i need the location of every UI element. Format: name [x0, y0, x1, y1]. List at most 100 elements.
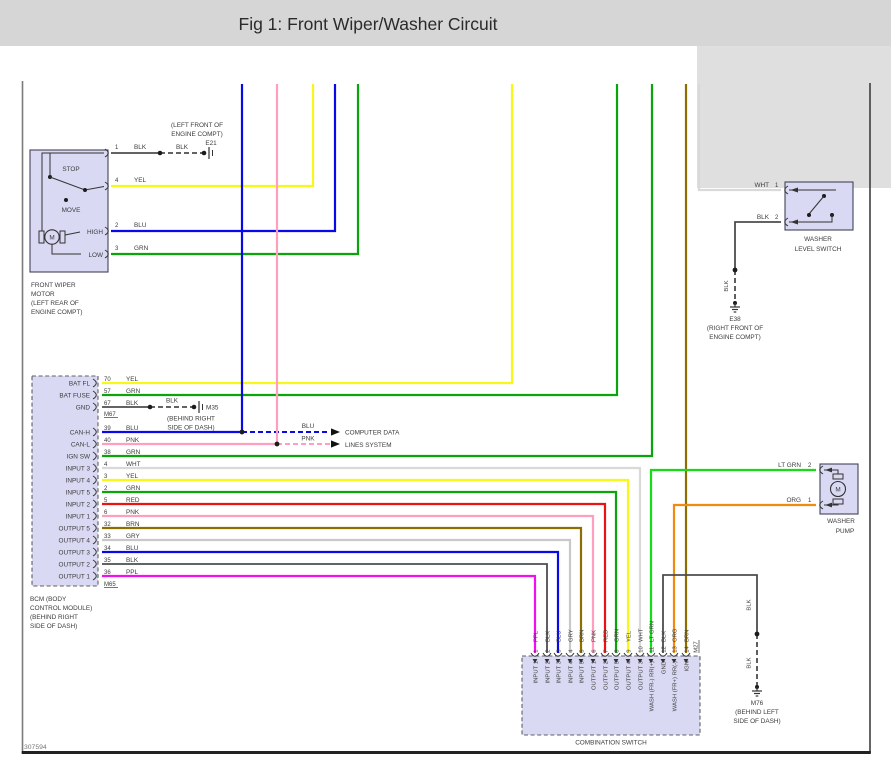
wire-motor-yel: [111, 84, 315, 188]
bcm-pin-label: CAN-L: [71, 441, 91, 448]
pump-caption-1: WASHER: [827, 518, 855, 525]
bcm-pin-num: 5: [104, 498, 108, 504]
bcm-caption-4: SIDE OF DASH): [30, 623, 77, 630]
motor-pin1-color: BLK: [134, 144, 147, 151]
e38-location-2: ENGINE COMPT): [709, 334, 760, 341]
motor-caption-4: ENGINE COMPT): [31, 309, 82, 316]
bcm-pin-num: 39: [104, 426, 111, 432]
can-arrow-icon: [331, 440, 340, 448]
pump-pin2-num: 2: [808, 463, 812, 469]
motor-m-symbol: M: [49, 235, 54, 242]
cs-wire-color: RED: [604, 630, 610, 642]
bcm-pin-label: INPUT 2: [66, 501, 91, 508]
e38-location-1: (RIGHT FRONT OF: [707, 325, 763, 332]
wire-batfl-yel: [102, 84, 514, 385]
cs-pin-num: 9: [627, 650, 633, 653]
bcm-pin-label: OUTPUT 5: [59, 525, 91, 532]
motor-pin3-color: GRN: [134, 245, 149, 252]
cs-pin-label: WASH (FR+) RR(-): [673, 661, 679, 711]
bcm-module: BAT FL BAT FUSE GND CAN-H CAN-L IGN SW I…: [30, 375, 141, 630]
pump-pin2-color: LT GRN: [778, 462, 801, 469]
cs-wire-color: BRN: [685, 630, 691, 642]
bcm-connector-m67: M67: [104, 412, 116, 418]
cs-pin-label: INPUT 1: [534, 661, 540, 683]
wls-pin1-num: 1: [775, 183, 779, 189]
bcm-pin-num: 34: [104, 546, 111, 552]
wire-output5-brn: [102, 526, 583, 653]
wire-output4-gry: [102, 538, 572, 653]
pump-caption-2: PUMP: [836, 528, 854, 535]
cs-wire-color: ORG: [673, 628, 679, 642]
wire-output1-ppl: [102, 574, 537, 653]
e38-ground: BLK E38 (RIGHT FRONT OF ENGINE COMPT): [707, 280, 763, 341]
cs-pin-label: INPUT 5: [580, 660, 586, 683]
cs-pin-num: 4: [569, 649, 575, 653]
cs-wire-color: BLU: [557, 631, 563, 642]
can-callout-line2: LINES SYSTEM: [345, 442, 392, 449]
wire-output3-blu: [102, 550, 560, 653]
cs-pin-num: 6: [592, 649, 598, 653]
wire-motor-blu: [111, 84, 337, 233]
bcm-pin-color: GRY: [126, 533, 140, 540]
wire-motor-grn: [111, 84, 360, 256]
bcm-pin-color: BLK: [126, 400, 139, 407]
bcm-pin-color: WHT: [126, 461, 141, 468]
cs-pin-label: IGN: [685, 661, 691, 671]
wire-input4-yel: [102, 478, 630, 653]
wire-input5-grn: [102, 490, 618, 653]
wire-input2-red: [102, 502, 607, 653]
wire-ignsw-grn: [102, 84, 654, 458]
bcm-pin-color: GRN: [126, 388, 141, 395]
bcm-pin-label: INPUT 1: [66, 513, 91, 520]
bcm-pin-num: 6: [104, 510, 108, 516]
bcm-pin-color: BRN: [126, 521, 140, 528]
bcm-pin-label: CAN-H: [70, 429, 91, 436]
bcm-pin-color: BLU: [126, 425, 139, 432]
wire-level-blk: [734, 221, 781, 270]
wire-batfuse-grn: [102, 84, 619, 397]
cs-pin-label: OUTPUT 3: [639, 660, 645, 690]
cs-pin-label: OUTPUT 2: [604, 661, 610, 690]
e21-label: E21: [205, 140, 217, 147]
masked-region: [697, 46, 891, 188]
cs-pin-label: INPUT 2: [546, 661, 552, 683]
motor-caption-1: FRONT WIPER: [31, 282, 76, 289]
bcm-pin-color: PNK: [126, 509, 140, 516]
cs-pin-label: WASH (FR-) RR(+): [650, 661, 656, 711]
title-band: Fig 1: Front Wiper/Washer Circuit: [0, 0, 891, 188]
motor-high-label: HIGH: [87, 229, 103, 236]
cs-wire-color: GRY: [569, 629, 575, 642]
cs-pin-label: INPUT 3: [557, 660, 563, 683]
m76-label: M76: [751, 700, 764, 707]
e21-connector: (LEFT FRONT OF ENGINE COMPT) E21 BLK: [171, 122, 223, 159]
m35-location-2: SIDE OF DASH): [167, 425, 214, 432]
cs-pin-num: 14: [685, 646, 691, 653]
bcm-pin-num: 36: [104, 570, 111, 576]
cs-wire-color: YEL: [627, 630, 633, 642]
wls-caption-2: LEVEL SWITCH: [795, 246, 842, 253]
bcm-pin-num: 70: [104, 377, 111, 383]
cs-pin-num: 1: [534, 650, 540, 653]
cs-pin-label: OUTPUT 4: [627, 660, 633, 690]
bcm-connector-m65: M65: [104, 582, 116, 588]
diagram-frame: 307594: [21, 81, 871, 754]
wire-output2-blk: [102, 563, 548, 653]
wire-wash-ltgrn: [649, 468, 816, 653]
bcm-pin-num: 32: [104, 522, 111, 528]
bcm-caption-3: (BEHIND RIGHT: [30, 614, 78, 621]
wls-caption-1: WASHER: [804, 236, 832, 243]
page-title: Fig 1: Front Wiper/Washer Circuit: [239, 14, 498, 34]
e38-label: E38: [729, 316, 741, 323]
washer-level-switch: WHT 1 BLK 2 WASHER LEVEL SWITCH: [754, 181, 854, 253]
cs-wire-color: PNK: [592, 630, 598, 642]
bcm-pin-color: PNK: [126, 437, 140, 444]
bcm-pin-color: YEL: [126, 376, 139, 383]
bcm-pin-color: GRN: [126, 449, 141, 456]
bcm-pin-label: BAT FUSE: [59, 392, 90, 399]
bcm-pin-num: 67: [104, 401, 111, 407]
bcm-pin-num: 4: [104, 462, 108, 468]
cs-pin-label: INPUT 4: [569, 660, 575, 683]
can-arrow-icon: [331, 428, 340, 436]
bcm-caption-1: BCM (BODY: [30, 596, 67, 603]
